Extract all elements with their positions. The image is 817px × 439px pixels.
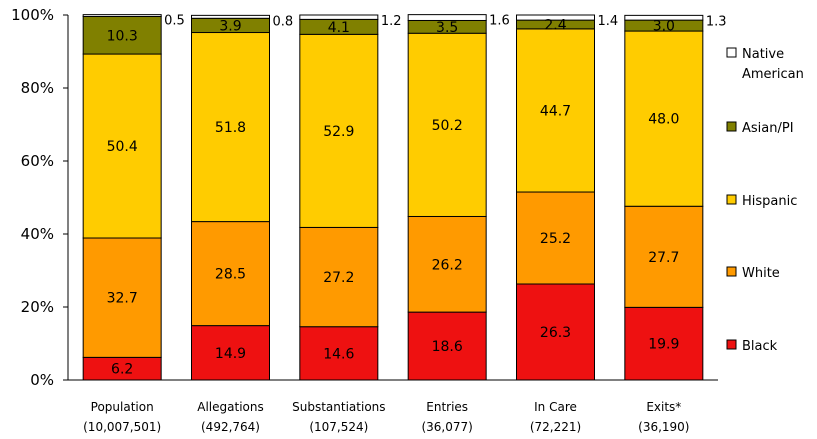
value-label: 25.2 — [540, 231, 571, 247]
value-label: 14.6 — [323, 346, 354, 362]
value-label: 2.4 — [544, 17, 566, 33]
legend-label: American — [742, 67, 804, 82]
bar-segment — [624, 205, 704, 308]
legend-label: Hispanic — [742, 194, 797, 209]
bar-segment — [624, 30, 704, 207]
value-label: 0.5 — [164, 14, 185, 29]
legend-swatch — [726, 194, 737, 205]
legend-swatch — [726, 47, 737, 58]
bar-segment — [82, 237, 162, 358]
bar-segment — [516, 14, 595, 21]
x-category-count: (492,764) — [201, 420, 260, 434]
value-label: 52.9 — [323, 124, 354, 140]
value-label: 3.5 — [436, 20, 458, 36]
bar-segment — [516, 283, 595, 381]
value-label: 1.2 — [381, 14, 402, 29]
legend-label: Asian/PI — [742, 121, 794, 136]
value-label: 3.9 — [219, 18, 241, 34]
value-label: 10.3 — [107, 28, 138, 44]
legend-swatch — [726, 266, 737, 277]
value-label: 3.0 — [653, 19, 675, 35]
legend-label: White — [742, 266, 780, 281]
value-label: 19.9 — [648, 337, 679, 353]
x-category-label: Population — [91, 400, 154, 414]
value-label: 18.6 — [432, 339, 463, 355]
bar-segment — [407, 311, 487, 381]
value-label: 51.8 — [215, 120, 246, 136]
y-tick-label: 0% — [30, 371, 54, 389]
value-label: 1.3 — [706, 14, 727, 29]
x-category-count: (36,190) — [638, 420, 689, 434]
bar-segment — [407, 32, 487, 217]
value-label: 1.6 — [489, 14, 510, 29]
legend: Native American Asian/PI Hispanic White Black — [726, 47, 804, 354]
bar-segment — [407, 14, 487, 21]
legend-swatch — [726, 121, 737, 132]
value-label: 26.2 — [432, 257, 463, 273]
bar-segment — [82, 14, 162, 17]
value-label: 32.7 — [107, 291, 138, 307]
value-label: 27.2 — [323, 270, 354, 286]
bar-segment — [624, 306, 704, 381]
value-label: 27.7 — [648, 250, 679, 266]
x-category-label: Allegations — [197, 400, 263, 414]
value-label: 1.4 — [598, 14, 619, 29]
bars — [82, 14, 704, 381]
value-label: 6.2 — [111, 362, 133, 378]
bar-segment — [299, 226, 379, 328]
x-category-count: (10,007,501) — [83, 420, 161, 434]
value-label: 0.8 — [273, 14, 294, 29]
bar-segment — [82, 53, 162, 239]
x-category-label: In Care — [534, 400, 577, 414]
y-tick-label: 20% — [21, 298, 54, 316]
bar-segment — [299, 33, 379, 228]
bar-segment — [191, 32, 270, 223]
legend-swatch — [726, 339, 737, 350]
value-label: 28.5 — [215, 267, 246, 283]
value-label: 4.1 — [328, 20, 350, 36]
x-category-label: Substantiations — [292, 400, 385, 414]
x-category-count: (72,221) — [530, 420, 581, 434]
value-label: 14.9 — [215, 346, 246, 362]
legend-label: Native — [742, 47, 784, 62]
bar-segment — [191, 221, 270, 327]
x-category-label: Exits* — [646, 400, 681, 414]
value-label: 48.0 — [648, 112, 679, 128]
value-label: 50.2 — [432, 118, 463, 134]
bar-segment — [624, 14, 704, 21]
value-label: 50.4 — [107, 139, 138, 155]
x-category-label: Entries — [426, 400, 468, 414]
x-category-count: (107,524) — [309, 420, 368, 434]
x-category-count: (36,077) — [421, 420, 472, 434]
value-label: 44.7 — [540, 103, 571, 119]
bar-segment — [407, 215, 487, 313]
y-tick-label: 60% — [21, 152, 54, 170]
value-label: 26.3 — [540, 325, 571, 341]
bar-segment — [299, 14, 379, 20]
axes: 0% 20% 40% 60% 80% 100% — [11, 6, 718, 389]
bar-segment — [516, 28, 595, 193]
y-tick-label: 40% — [21, 225, 54, 243]
x-category-labels: Population (10,007,501) Allegations (492,76… — [83, 400, 689, 434]
y-tick-label: 80% — [21, 79, 54, 97]
bar-segment — [191, 14, 270, 19]
y-tick-label: 100% — [11, 6, 54, 24]
legend-label: Black — [742, 339, 778, 354]
value-labels: 6.2 32.7 50.4 10.3 0.5 14.9 28.5 51.8 3.9 0.8 14.6… — [107, 14, 727, 378]
bar-segment — [299, 326, 379, 381]
